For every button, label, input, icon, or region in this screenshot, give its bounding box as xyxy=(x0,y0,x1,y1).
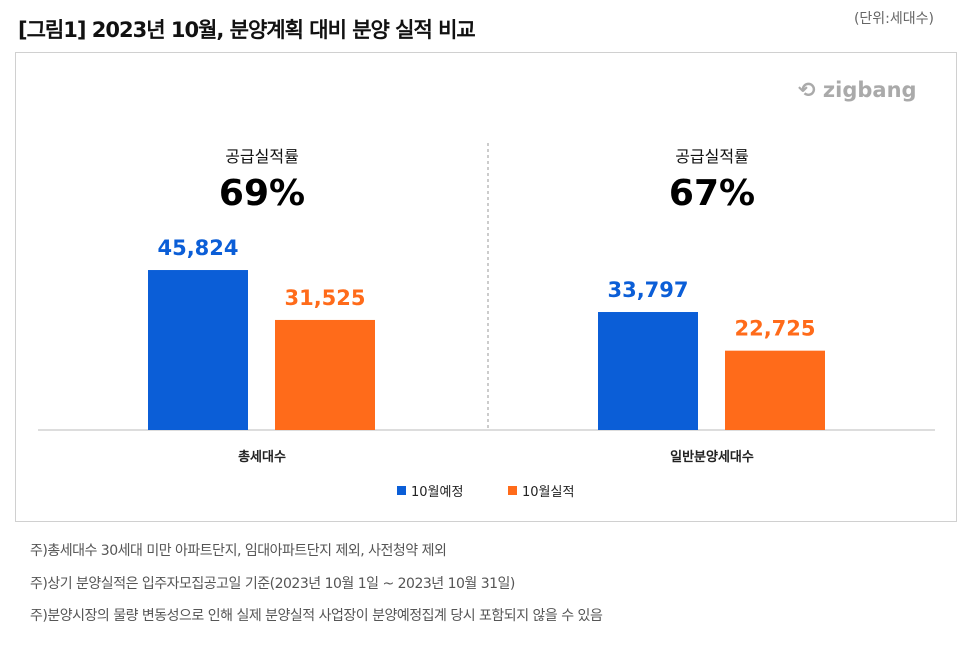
legend-label: 10월실적 xyxy=(522,485,575,500)
footnote: 주)총세대수 30세대 미만 아파트단지, 임대아파트단지 제외, 사전청약 제… xyxy=(30,543,447,559)
rate-label: 공급실적률 xyxy=(675,147,749,166)
logo-icon: ⟲ xyxy=(798,78,823,102)
rate-value: 67% xyxy=(669,173,755,214)
data-label: 45,824 xyxy=(157,236,238,260)
legend-item-actual: 10월실적 xyxy=(508,481,574,500)
footnote: 주)분양시장의 물량 변동성으로 인해 실제 분양실적 사업장이 분양예정집계 … xyxy=(30,608,603,624)
category-label: 총세대수 xyxy=(238,449,286,465)
chart-title: [그림1] 2023년 10월, 분양계획 대비 분양 실적 비교 xyxy=(18,18,476,42)
bar xyxy=(598,312,698,430)
unit-label: (단위:세대수) xyxy=(853,11,934,27)
category-label: 일반분양세대수 xyxy=(670,449,754,465)
data-label: 22,725 xyxy=(734,317,815,341)
rate-value: 69% xyxy=(219,173,305,214)
legend-label: 10월예정 xyxy=(411,485,464,500)
bar xyxy=(725,350,825,430)
legend-swatch xyxy=(508,486,517,495)
data-label: 33,797 xyxy=(607,278,688,302)
bar xyxy=(148,270,248,430)
bar xyxy=(275,319,375,430)
logo-text: zigbang xyxy=(822,78,917,102)
data-label: 31,525 xyxy=(284,286,365,310)
chart-frame xyxy=(15,52,957,522)
legend-item-planned: 10월예정 xyxy=(397,481,463,500)
footnote: 주)상기 분양실적은 입주자모집공고일 기준(2023년 10월 1일 ~ 20… xyxy=(30,576,515,592)
rate-label: 공급실적률 xyxy=(225,147,299,166)
legend-swatch xyxy=(397,486,406,495)
zigbang-logo: ⟲ zigbang xyxy=(798,78,917,102)
